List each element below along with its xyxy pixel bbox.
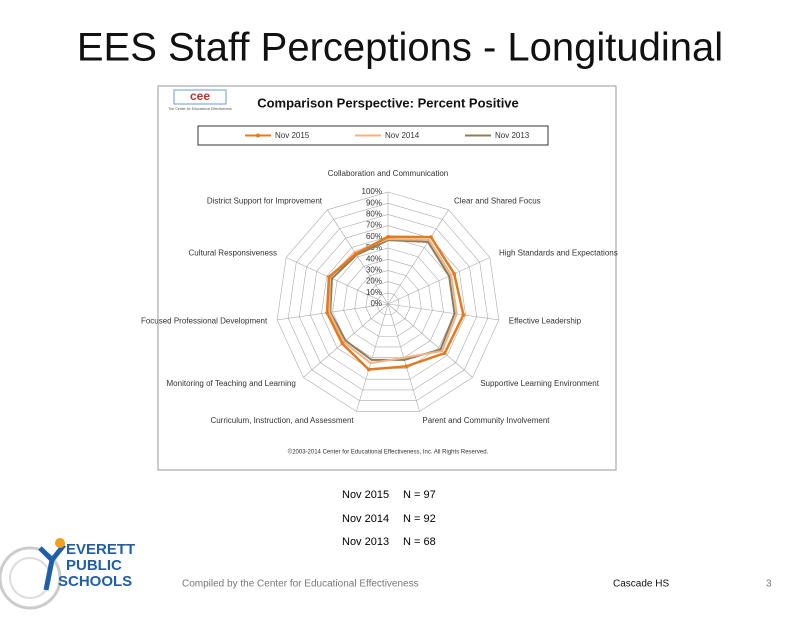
district-name: EVERETT xyxy=(66,541,135,558)
sample-n: N = 92 xyxy=(403,513,436,525)
r-tick-label: 20% xyxy=(366,277,382,286)
category-label: Cultural Responsiveness xyxy=(189,248,278,257)
grid-ring xyxy=(310,225,466,380)
legend-swatch xyxy=(256,133,260,138)
data-point xyxy=(328,311,331,314)
category-label: District Support for Improvement xyxy=(207,196,323,205)
r-tick-label: 30% xyxy=(366,266,382,275)
grid-ring xyxy=(332,247,444,359)
category-label: Supportive Learning Environment xyxy=(480,379,600,388)
grid-ring xyxy=(299,214,477,391)
r-tick-label: 80% xyxy=(366,210,382,219)
sample-period: Nov 2014 xyxy=(342,513,389,525)
r-tick-label: 90% xyxy=(366,198,382,207)
category-label: Collaboration and Communication xyxy=(328,169,449,178)
spoke xyxy=(387,209,449,305)
category-label: Effective Leadership xyxy=(509,316,582,325)
r-tick-label: 100% xyxy=(362,187,382,196)
grid-ring xyxy=(376,292,400,316)
grid-ring xyxy=(276,191,500,412)
district-name: SCHOOLS xyxy=(58,573,132,590)
data-point xyxy=(354,252,358,256)
r-tick-label: 10% xyxy=(366,288,382,297)
data-point xyxy=(370,359,373,361)
data-point xyxy=(366,367,371,372)
page-number: 3 xyxy=(766,579,772,590)
r-tick-label: 0% xyxy=(370,299,382,308)
data-point xyxy=(439,348,442,351)
data-point xyxy=(402,356,405,359)
data-point xyxy=(429,235,433,239)
chart-title: Comparison Perspective: Percent Positive xyxy=(257,95,519,110)
logo-caption: The Center for Educational Effectiveness xyxy=(168,107,232,111)
grid-ring xyxy=(343,258,433,348)
seal xyxy=(0,546,62,610)
spoke xyxy=(387,257,491,305)
data-point xyxy=(344,339,347,342)
district-name: PUBLIC xyxy=(66,557,122,574)
copyright: ©2003-2014 Center for Educational Effect… xyxy=(288,449,489,456)
r-tick-label: 40% xyxy=(366,254,382,263)
grid-ring xyxy=(287,202,489,402)
grid-ring xyxy=(354,270,422,337)
sample-n: N = 68 xyxy=(403,536,436,548)
school: Cascade HS xyxy=(613,579,669,590)
spoke xyxy=(387,303,473,378)
r-tick-label: 70% xyxy=(366,221,382,230)
category-label: Parent and Community Involvement xyxy=(422,416,550,425)
slide-title: EES Staff Perceptions - Longitudinal xyxy=(77,26,723,70)
logo-text: cee xyxy=(190,89,210,103)
data-point xyxy=(325,310,329,315)
data-point xyxy=(448,275,450,277)
data-point xyxy=(441,350,443,352)
data-point xyxy=(331,277,333,280)
sample-period: Nov 2015 xyxy=(342,489,389,501)
footer: Compiled by the Center for Educational E… xyxy=(182,579,419,590)
spoke xyxy=(285,257,389,305)
data-point xyxy=(403,359,406,361)
category-label: Curriculum, Instruction, and Assessment xyxy=(210,416,354,425)
data-point xyxy=(386,235,390,239)
data-point xyxy=(455,313,458,315)
data-point xyxy=(369,362,372,364)
spoke xyxy=(327,209,389,305)
data-point xyxy=(450,274,452,276)
data-point xyxy=(461,313,466,317)
data-point xyxy=(427,241,429,243)
data-point xyxy=(340,341,345,346)
chart-frame xyxy=(157,85,617,471)
category-label: Clear and Shared Focus xyxy=(454,196,541,205)
data-point xyxy=(453,312,456,315)
data-point xyxy=(442,351,447,355)
spoke xyxy=(387,303,499,321)
sample-period: Nov 2013 xyxy=(342,536,389,548)
data-point xyxy=(452,271,457,276)
sample-sizes: Nov 2015 N = 97 Nov 2014 N = 92 Nov 2013… xyxy=(342,489,436,548)
data-point xyxy=(428,239,430,241)
sample-n: N = 97 xyxy=(403,489,436,501)
r-tick-label: 60% xyxy=(366,232,382,241)
spoke xyxy=(356,303,389,412)
category-label: Focused Professional Development xyxy=(141,316,268,325)
data-point xyxy=(404,364,409,369)
grid-ring xyxy=(365,281,411,326)
series-line xyxy=(325,235,465,371)
legend-label: Nov 2015 xyxy=(275,131,310,140)
legend-label: Nov 2013 xyxy=(495,131,530,140)
legend-label: Nov 2014 xyxy=(385,131,420,140)
category-label: High Standards and Expectations xyxy=(499,248,618,257)
category-label: Monitoring of Teaching and Learning xyxy=(167,379,296,388)
data-point xyxy=(327,275,331,279)
spoke xyxy=(277,303,389,321)
data-point xyxy=(387,238,389,240)
logo-box xyxy=(173,89,227,105)
logo-figure xyxy=(55,538,65,548)
